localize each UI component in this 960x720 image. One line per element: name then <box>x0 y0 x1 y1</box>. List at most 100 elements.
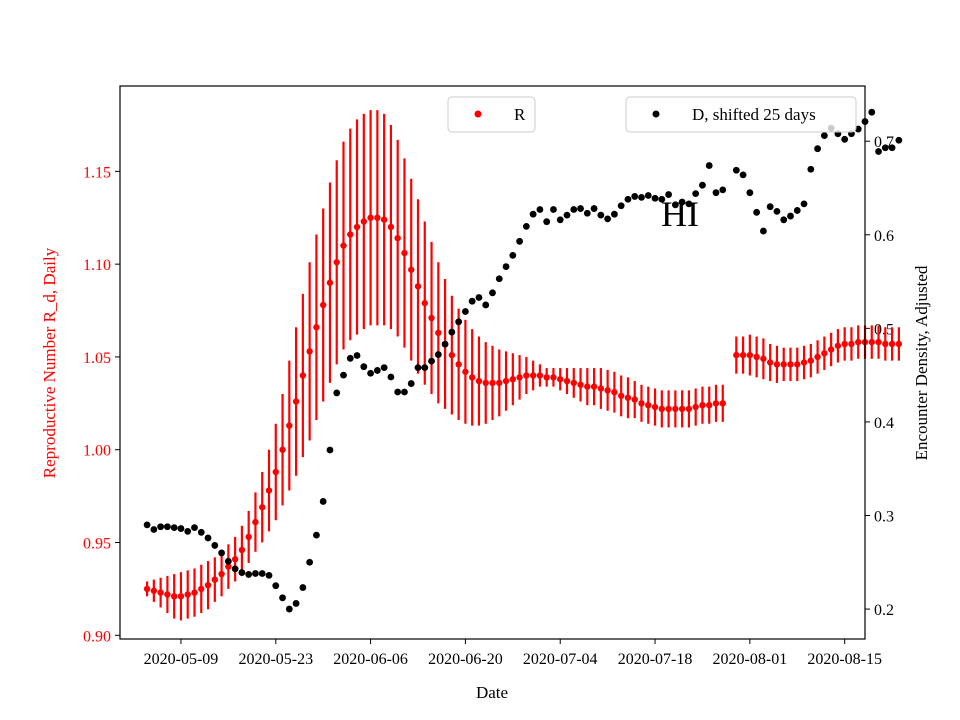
r-point <box>387 223 395 231</box>
d-point <box>705 162 713 169</box>
r-point <box>624 394 632 401</box>
r-point <box>719 400 726 407</box>
d-point <box>462 308 469 315</box>
r-point <box>733 351 740 359</box>
r-point <box>279 446 286 453</box>
d-point <box>224 557 232 565</box>
r-point <box>678 405 686 413</box>
d-point <box>604 215 612 223</box>
r-point <box>319 301 327 309</box>
d-point <box>191 524 198 532</box>
d-point <box>719 186 727 194</box>
d-point <box>373 367 381 374</box>
r-point <box>157 589 164 596</box>
x-tick-label: 2020-06-20 <box>428 651 503 668</box>
d-point <box>841 135 849 143</box>
d-point <box>746 189 754 197</box>
d-point <box>414 364 422 372</box>
d-point <box>292 600 300 607</box>
r-point <box>367 214 374 221</box>
r-series <box>143 110 903 621</box>
r-point <box>448 351 456 359</box>
r-point <box>611 388 618 396</box>
r-point <box>665 405 672 413</box>
r-point <box>760 355 767 362</box>
d-point <box>279 594 286 602</box>
d-point <box>502 263 510 270</box>
r-point <box>347 231 354 238</box>
r-point <box>712 400 720 407</box>
r-point <box>523 372 530 379</box>
r-point <box>821 350 828 357</box>
r-point <box>340 242 347 249</box>
r-point <box>496 379 503 387</box>
r-point <box>245 533 252 541</box>
d-point <box>306 558 314 566</box>
d-point <box>495 275 503 283</box>
r-point <box>841 340 848 348</box>
r-point <box>672 405 679 413</box>
x-tick-label: 2020-05-23 <box>238 651 313 668</box>
d-point <box>211 542 219 549</box>
x-tick-label: 2020-08-15 <box>807 651 882 668</box>
r-point <box>557 376 564 383</box>
d-point <box>644 192 652 199</box>
r-point <box>753 353 760 361</box>
r-point <box>780 361 787 368</box>
right-tick-label: 0.4 <box>874 415 894 432</box>
d-point <box>543 218 551 226</box>
d-point <box>651 194 659 202</box>
left-tick-label: 0.90 <box>83 628 111 645</box>
r-point <box>225 563 232 570</box>
d-point <box>665 191 672 198</box>
r-point <box>408 266 415 273</box>
d-series <box>143 108 903 613</box>
d-point <box>570 206 578 213</box>
d-point <box>678 198 686 206</box>
r-point <box>814 353 821 361</box>
d-point <box>583 209 591 217</box>
r-point <box>875 338 882 346</box>
d-point <box>333 389 341 397</box>
d-point <box>509 251 517 259</box>
r-point <box>475 377 483 385</box>
r-point <box>150 587 158 594</box>
d-point <box>868 108 876 116</box>
legend-r-label: R <box>514 105 526 124</box>
d-point <box>394 388 402 396</box>
r-point <box>455 361 462 368</box>
d-point <box>272 582 280 590</box>
d-point <box>231 565 239 573</box>
right-tick-label: 0.6 <box>874 228 894 245</box>
d-point <box>556 216 564 224</box>
r-point <box>794 361 801 368</box>
r-point <box>888 340 896 348</box>
d-point <box>299 584 307 591</box>
d-point <box>529 210 537 218</box>
left-axis-ticks: 0.90 0.95 1.00 1.05 1.10 1.15 <box>83 164 120 645</box>
right-axis-ticks: 0.20.30.40.50.60.7 <box>865 134 894 619</box>
d-point <box>658 195 666 203</box>
x-axis-label: Date <box>476 683 508 702</box>
r-point <box>577 381 584 388</box>
r-point <box>380 216 388 223</box>
r-point <box>617 392 625 400</box>
r-point <box>482 379 489 387</box>
d-point <box>516 237 523 245</box>
legend-d-box <box>625 96 857 133</box>
d-point <box>258 570 266 577</box>
r-point <box>516 374 523 381</box>
x-tick-label: 2020-07-18 <box>618 651 693 668</box>
d-point <box>766 203 774 211</box>
d-point <box>387 373 395 381</box>
r-point <box>645 401 652 409</box>
r-point <box>394 234 401 242</box>
d-point <box>597 211 605 219</box>
r-point <box>313 324 320 331</box>
d-point <box>563 211 571 219</box>
annotation-hi: HI <box>661 194 699 234</box>
d-point <box>793 207 801 214</box>
left-tick-label: 1.15 <box>83 164 111 181</box>
r-point <box>177 593 185 600</box>
d-point <box>685 200 693 208</box>
